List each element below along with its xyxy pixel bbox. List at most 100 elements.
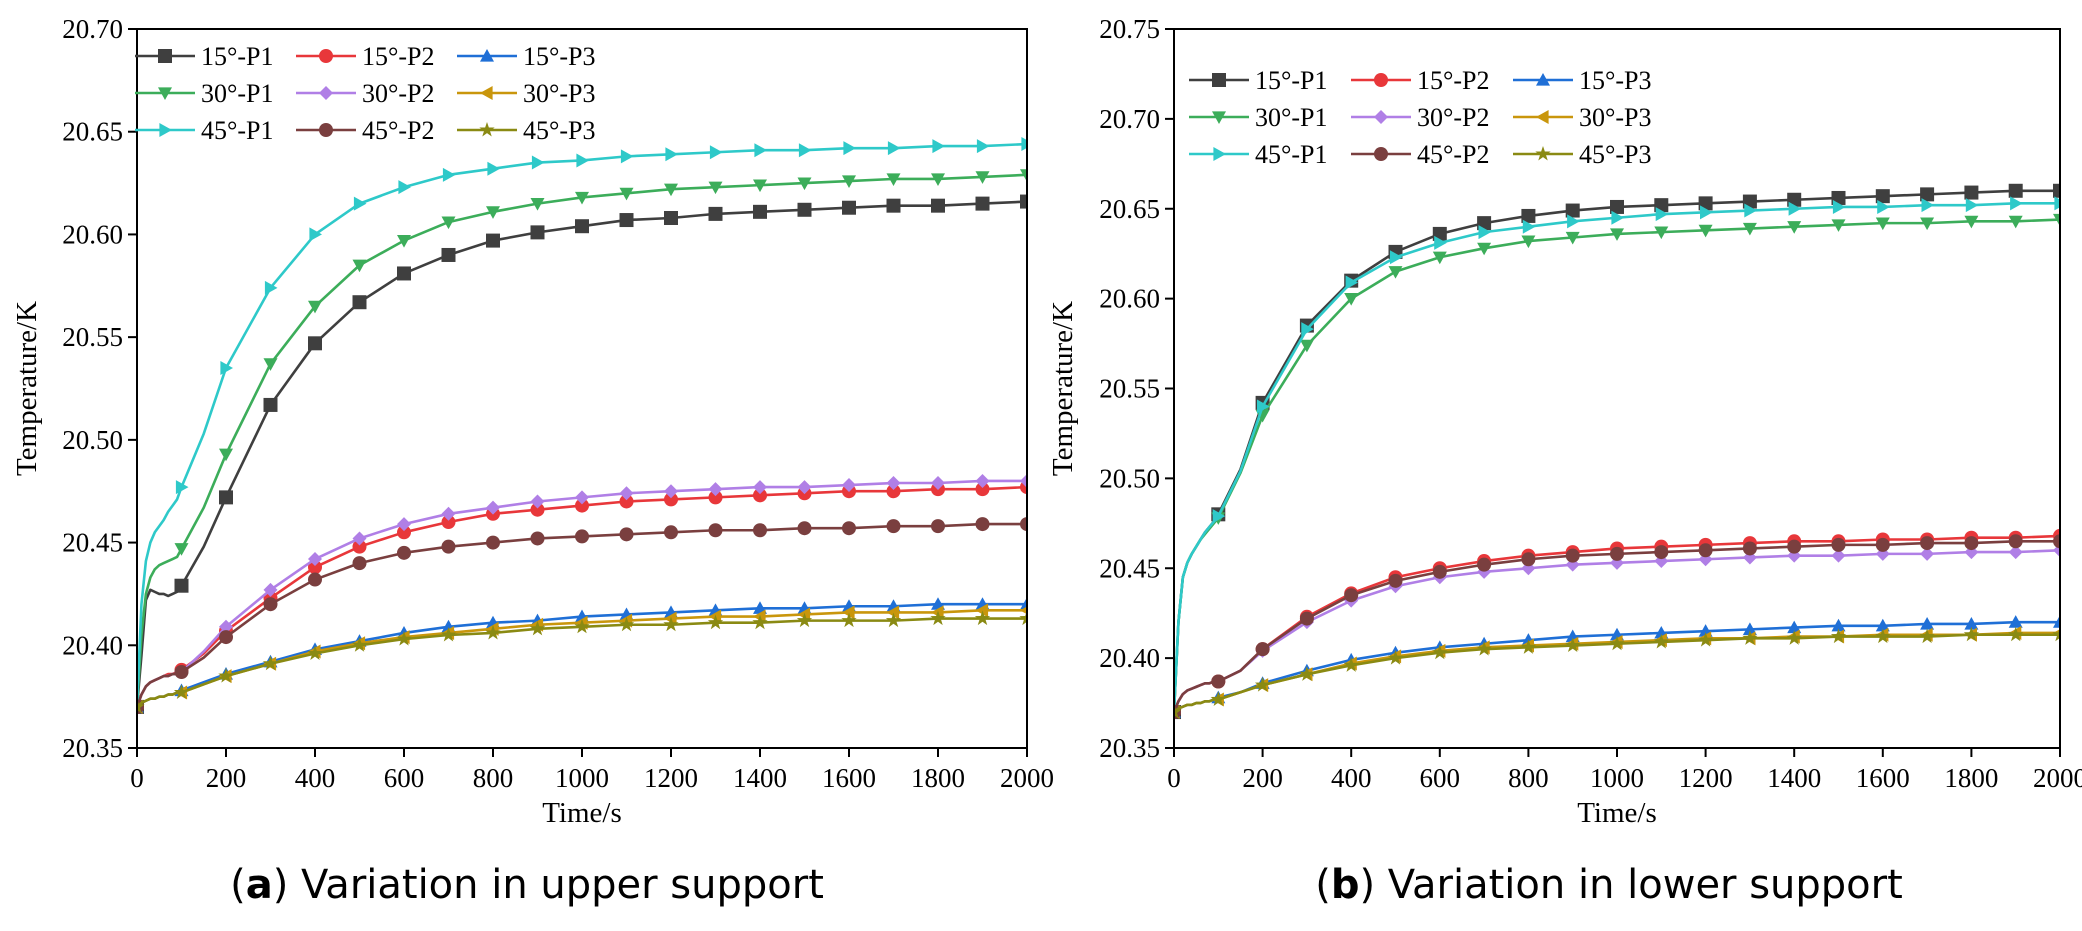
- y-tick-label: 20.65: [1099, 194, 1160, 224]
- data-point: [1920, 187, 1935, 202]
- data-point: [530, 494, 545, 509]
- legend-label: 15°-P3: [1579, 66, 1652, 95]
- data-point: [708, 482, 723, 497]
- data-point: [1388, 573, 1403, 588]
- y-tick-label: 20.65: [62, 117, 123, 147]
- legend-item: 45°-P2: [1351, 140, 1490, 169]
- legend-item: 30°-P3: [457, 79, 596, 108]
- data-point: [1653, 633, 1669, 649]
- data-point: [1610, 199, 1624, 214]
- data-point: [2008, 534, 2023, 549]
- data-point: [1698, 224, 1713, 238]
- y-tick-label: 20.70: [1099, 104, 1160, 134]
- data-point: [174, 578, 189, 593]
- data-point: [530, 502, 545, 517]
- data-point: [1174, 704, 1182, 719]
- data-point: [575, 490, 589, 505]
- data-point: [753, 204, 767, 219]
- data-point: [2008, 545, 2023, 560]
- data-point: [441, 247, 456, 262]
- data-point: [1654, 226, 1669, 240]
- data-point: [530, 531, 545, 546]
- data-point: [1387, 650, 1404, 665]
- data-point: [352, 531, 367, 546]
- y-tick-label: 20.40: [1099, 643, 1160, 673]
- data-point: [1344, 588, 1359, 603]
- data-point: [173, 684, 190, 700]
- data-point: [975, 171, 990, 184]
- x-tick-label: 1800: [1944, 763, 1998, 793]
- data-point: [352, 259, 367, 273]
- data-point: [218, 668, 234, 683]
- data-point: [174, 664, 189, 679]
- legend-item: 15°-P2: [1351, 66, 1490, 95]
- data-point: [1345, 275, 1359, 290]
- data-point: [796, 612, 813, 628]
- data-point: [797, 521, 812, 536]
- data-point: [1020, 194, 1027, 209]
- data-point: [352, 539, 367, 554]
- data-point: [886, 173, 901, 186]
- data-point: [262, 655, 279, 671]
- data-point: [753, 179, 767, 193]
- x-tick-label: 2000: [2033, 763, 2082, 793]
- data-point: [308, 300, 322, 314]
- data-point: [1021, 137, 1027, 152]
- data-point: [975, 196, 990, 211]
- legend-marker: [1536, 110, 1549, 124]
- data-point: [219, 448, 233, 462]
- caption-text: Variation in upper support: [301, 862, 824, 908]
- legend-label: 45°-P2: [362, 116, 435, 145]
- data-point: [1255, 642, 1270, 657]
- data-point: [931, 198, 945, 213]
- data-point: [619, 494, 634, 509]
- data-point: [2008, 183, 2023, 198]
- data-point: [1697, 632, 1714, 647]
- data-point: [1609, 635, 1625, 651]
- data-point: [574, 618, 590, 634]
- data-point: [753, 609, 766, 624]
- data-point: [1565, 203, 1580, 218]
- data-point: [1875, 628, 1891, 644]
- legend-label: 15°-P1: [201, 42, 274, 71]
- legend-marker: [1213, 147, 1226, 161]
- legend-label: 45°-P3: [1579, 140, 1652, 169]
- legend-label: 30°-P1: [201, 79, 274, 108]
- legend-item: 15°-P3: [1513, 66, 1652, 95]
- legend: 15°-P1 15°-P2 15°-P3 30°-P1 30°-P2 30°-P3 45°-…: [135, 42, 596, 145]
- data-point: [1920, 217, 1935, 231]
- x-tick-label: 1600: [822, 763, 876, 793]
- data-point: [219, 490, 233, 505]
- data-point: [1521, 552, 1536, 567]
- data-point: [486, 233, 500, 248]
- data-point: [530, 198, 545, 211]
- legend-marker: [159, 123, 172, 137]
- data-point: [887, 141, 901, 156]
- data-point: [2008, 626, 2024, 642]
- chart-panel-b: 0 200 400 600 800 1000 1200 1400 1600 1800 2000 20.…: [1047, 14, 2082, 908]
- data-point: [1787, 620, 1802, 634]
- data-point: [1567, 214, 1580, 229]
- y-tick-label: 20.35: [1099, 733, 1160, 763]
- data-point: [1478, 225, 1492, 240]
- data-point: [1257, 399, 1270, 414]
- x-tick-label: 800: [473, 763, 514, 793]
- data-point: [175, 480, 189, 495]
- data-point: [485, 624, 501, 640]
- data-point: [708, 523, 723, 538]
- data-point: [1655, 207, 1669, 222]
- x-tick-label: 1400: [1767, 763, 1821, 793]
- data-point: [753, 488, 767, 503]
- data-point: [1964, 185, 1979, 200]
- data-point: [753, 523, 767, 538]
- y-tick-label: 20.70: [62, 14, 123, 44]
- data-point: [352, 556, 367, 571]
- data-point: [664, 525, 678, 540]
- x-tick-label: 200: [206, 763, 247, 793]
- x-tick-label: 800: [1508, 763, 1549, 793]
- data-point: [664, 484, 678, 499]
- data-point: [708, 181, 723, 195]
- data-point: [529, 620, 546, 636]
- data-point: [931, 519, 945, 534]
